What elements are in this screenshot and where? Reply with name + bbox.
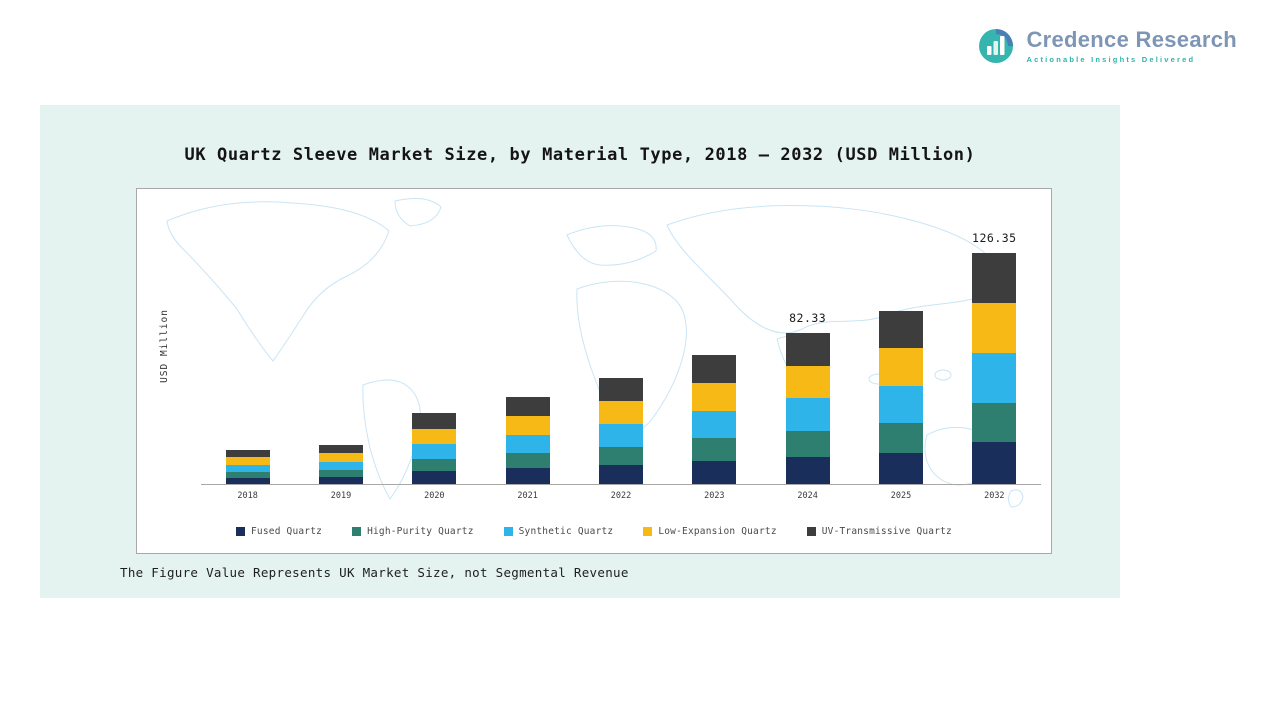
bar-segment bbox=[599, 464, 643, 484]
bar-segment bbox=[785, 365, 830, 399]
bar-segment bbox=[692, 460, 737, 484]
bar-segment bbox=[599, 401, 643, 425]
legend-swatch-uv-transmissive-quartz bbox=[806, 527, 816, 536]
bar-segment bbox=[412, 471, 457, 484]
bar-2020 bbox=[412, 413, 457, 484]
legend-label: Synthetic Quartz bbox=[518, 526, 614, 537]
bar-segment bbox=[972, 302, 1017, 353]
x-tick-label: 2024 bbox=[797, 491, 818, 501]
chart-panel: UK Quartz Sleeve Market Size, by Materia… bbox=[40, 105, 1120, 598]
bar-segment bbox=[505, 453, 550, 469]
bar-segment bbox=[505, 434, 550, 454]
bar-segment bbox=[879, 310, 923, 349]
legend-swatch-low-expansion-quartz bbox=[643, 527, 653, 536]
legend-label: Low-Expansion Quartz bbox=[658, 526, 777, 537]
x-tick-label: 2025 bbox=[890, 491, 912, 501]
bar-segment bbox=[319, 470, 363, 477]
chart-box: USD Million 2018 2019 2020 2021 2022 2023 2024… bbox=[136, 188, 1052, 554]
logo-text: Credence Research Actionable Insights De… bbox=[1026, 28, 1237, 63]
bar-segment bbox=[879, 423, 923, 453]
bar-segment bbox=[412, 443, 457, 460]
bar-segment bbox=[319, 453, 363, 462]
bar-2021 bbox=[505, 396, 550, 484]
bar-2025 bbox=[879, 310, 923, 484]
x-tick-label: 2021 bbox=[517, 491, 538, 501]
plot-area: 2018 2019 2020 2021 2022 2023 2024 82.33 2025 203… bbox=[201, 203, 1041, 501]
bar-segment bbox=[692, 354, 737, 383]
bar-2032 bbox=[972, 252, 1017, 484]
x-tick-label: 2023 bbox=[704, 491, 725, 501]
x-tick-label: 2022 bbox=[610, 491, 632, 501]
bar-segment bbox=[879, 348, 923, 386]
legend-item-fused-quartz: Fused Quartz bbox=[236, 526, 322, 537]
bar-segment bbox=[692, 438, 737, 461]
bar-chart-logo-icon bbox=[979, 29, 1014, 63]
bar-segment bbox=[972, 252, 1017, 303]
bar-segment bbox=[225, 449, 270, 458]
legend-swatch-high-purity-quartz bbox=[352, 527, 362, 536]
bar-segment bbox=[412, 428, 457, 444]
legend-label: UV-Transmissive Quartz bbox=[821, 526, 952, 537]
footnote: The Figure Value Represents UK Market Si… bbox=[120, 565, 629, 580]
logo: Credence Research Actionable Insights De… bbox=[976, 26, 1237, 66]
bar-segment bbox=[505, 396, 550, 416]
bar-segment bbox=[972, 352, 1017, 403]
bar-value-label: 126.35 bbox=[972, 230, 1017, 245]
x-tick-label: 2018 bbox=[237, 491, 258, 501]
legend-label: High-Purity Quartz bbox=[367, 526, 474, 537]
chart-title: UK Quartz Sleeve Market Size, by Materia… bbox=[184, 145, 976, 165]
x-tick-label: 2020 bbox=[424, 491, 445, 501]
bar-segment bbox=[225, 477, 270, 484]
legend-swatch-fused-quartz bbox=[236, 527, 246, 536]
bar-segment bbox=[599, 446, 643, 465]
bar-segment bbox=[785, 456, 830, 484]
bar-2024 bbox=[785, 333, 830, 484]
legend-item-low-expansion-quartz: Low-Expansion Quartz bbox=[643, 526, 777, 537]
bar-2022 bbox=[599, 378, 643, 484]
legend-label: Fused Quartz bbox=[251, 526, 323, 537]
x-tick-label: 2032 bbox=[984, 491, 1005, 501]
bar-segment bbox=[692, 410, 737, 439]
bar-segment bbox=[319, 461, 363, 471]
bar-segment bbox=[412, 459, 457, 472]
x-tick-label: 2019 bbox=[330, 491, 352, 501]
y-axis-label: USD Million bbox=[159, 309, 170, 383]
legend-item-high-purity-quartz: High-Purity Quartz bbox=[352, 526, 474, 537]
bar-2019 bbox=[319, 444, 363, 484]
bar-segment bbox=[785, 398, 830, 431]
bar-segment bbox=[785, 430, 830, 457]
bar-value-label: 82.33 bbox=[789, 311, 827, 326]
legend-item-synthetic-quartz: Synthetic Quartz bbox=[503, 526, 614, 537]
bar-segment bbox=[319, 444, 363, 454]
bar-segment bbox=[879, 385, 923, 424]
bar-segment bbox=[505, 468, 550, 484]
bar-segment bbox=[319, 476, 363, 484]
bar-segment bbox=[225, 464, 270, 472]
legend-item-uv-transmissive-quartz: UV-Transmissive Quartz bbox=[806, 526, 952, 537]
bar-segment bbox=[599, 424, 643, 447]
bar-2023 bbox=[692, 354, 737, 484]
bar-segment bbox=[225, 471, 270, 478]
bar-segment bbox=[879, 452, 923, 484]
legend: Fused Quartz High-Purity Quartz Syntheti… bbox=[137, 526, 1051, 537]
bar-segment bbox=[972, 442, 1017, 484]
bar-segment bbox=[505, 415, 550, 435]
logo-name: Credence Research bbox=[1026, 27, 1237, 53]
legend-swatch-synthetic-quartz bbox=[503, 527, 513, 536]
bar-segment bbox=[225, 457, 270, 465]
bar-segment bbox=[599, 378, 643, 402]
bar-segment bbox=[972, 402, 1017, 443]
bar-segment bbox=[412, 413, 457, 429]
bar-2018 bbox=[225, 449, 270, 484]
logo-tagline: Actionable Insights Delivered bbox=[1026, 54, 1196, 64]
bar-segment bbox=[692, 382, 737, 411]
bar-segment bbox=[785, 333, 830, 366]
